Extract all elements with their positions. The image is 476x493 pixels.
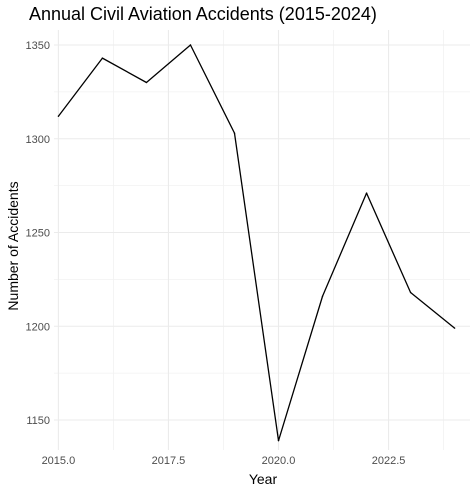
data-point (365, 192, 368, 194)
x-tick-label: 2020.0 (262, 455, 296, 467)
y-tick-label: 1300 (26, 134, 50, 146)
data-point (233, 132, 236, 134)
x-tick-label: 2015.0 (42, 455, 76, 467)
series-line (57, 44, 455, 442)
y-tick-label: 1150 (26, 415, 50, 427)
data-point (145, 81, 148, 84)
data-point (101, 57, 104, 59)
x-tick-label: 2022.5 (372, 455, 406, 467)
major-gridlines (54, 30, 470, 450)
data-point (57, 115, 60, 117)
minor-gridlines (54, 30, 470, 450)
y-axis-title: Number of Accidents (5, 181, 21, 310)
data-point (453, 327, 456, 329)
y-tick-label: 1350 (26, 40, 50, 52)
data-point (321, 295, 324, 297)
chart-title: Annual Civil Aviation Accidents (2015-20… (29, 4, 377, 24)
y-tick-label: 1250 (26, 228, 50, 240)
data-point (277, 439, 280, 442)
x-axis-ticks: 2015.0 2017.5 2020.0 2022.5 (42, 455, 406, 467)
data-point (409, 291, 412, 294)
y-axis-ticks: 1150 1200 1250 1300 1350 (26, 40, 50, 427)
y-tick-label: 1200 (26, 321, 50, 333)
x-axis-title: Year (249, 471, 278, 487)
series-layer (57, 44, 456, 442)
x-tick-label: 2017.5 (152, 455, 186, 467)
data-point (189, 44, 192, 46)
